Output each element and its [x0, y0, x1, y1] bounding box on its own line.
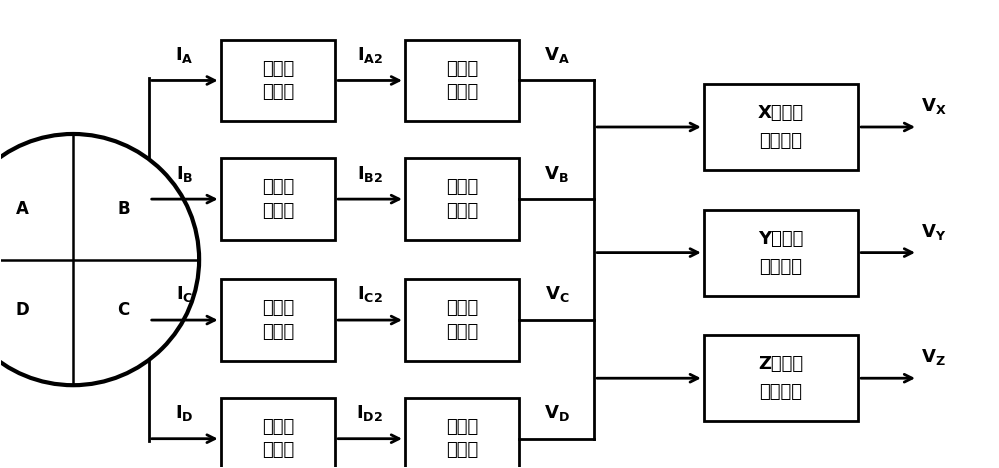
Text: $\mathbf{I_{A}}$: $\mathbf{I_{A}}$ — [176, 45, 194, 65]
Bar — [703, 335, 858, 421]
Text: D: D — [16, 301, 30, 319]
Bar — [221, 398, 335, 468]
Text: 大模块: 大模块 — [446, 202, 479, 220]
Text: $\mathbf{V_{A}}$: $\mathbf{V_{A}}$ — [543, 45, 569, 65]
Text: $\mathbf{I_{C2}}$: $\mathbf{I_{C2}}$ — [357, 285, 383, 305]
Text: 跨阻放: 跨阻放 — [446, 178, 479, 197]
Text: 直模块: 直模块 — [262, 83, 294, 101]
Text: 大模块: 大模块 — [446, 323, 479, 341]
Text: Y轴模拟: Y轴模拟 — [758, 230, 803, 248]
Text: 运算电路: 运算电路 — [759, 132, 802, 150]
Bar — [405, 40, 519, 121]
Text: 运算电路: 运算电路 — [759, 383, 802, 401]
Text: 跨阻放: 跨阻放 — [446, 300, 479, 317]
Text: 电流隔: 电流隔 — [262, 418, 294, 436]
Text: 直模块: 直模块 — [262, 441, 294, 459]
Bar — [703, 84, 858, 170]
Text: $\mathbf{V_{C}}$: $\mathbf{V_{C}}$ — [544, 285, 569, 305]
Text: $\mathbf{I_{A2}}$: $\mathbf{I_{A2}}$ — [357, 45, 384, 65]
Text: 运算电路: 运算电路 — [759, 257, 802, 276]
Bar — [221, 158, 335, 240]
Text: $\mathbf{V_{Y}}$: $\mathbf{V_{Y}}$ — [921, 222, 946, 241]
Text: 大模块: 大模块 — [446, 441, 479, 459]
Text: 电流隔: 电流隔 — [262, 60, 294, 78]
Ellipse shape — [0, 134, 199, 385]
Bar — [405, 158, 519, 240]
Text: $\mathbf{I_{C}}$: $\mathbf{I_{C}}$ — [176, 285, 194, 305]
Text: $\mathbf{I_{B2}}$: $\mathbf{I_{B2}}$ — [357, 163, 383, 183]
Text: $\mathbf{V_{D}}$: $\mathbf{V_{D}}$ — [543, 403, 569, 423]
Text: 电流隔: 电流隔 — [262, 178, 294, 197]
Text: A: A — [16, 200, 29, 219]
Text: 跨阻放: 跨阻放 — [446, 418, 479, 436]
Text: $\mathbf{I_{B}}$: $\mathbf{I_{B}}$ — [176, 163, 194, 183]
Text: B: B — [117, 200, 130, 219]
Text: 大模块: 大模块 — [446, 83, 479, 101]
Text: Z轴模拟: Z轴模拟 — [758, 355, 803, 373]
Text: $\mathbf{I_{D2}}$: $\mathbf{I_{D2}}$ — [357, 403, 384, 423]
Text: $\mathbf{I_{D}}$: $\mathbf{I_{D}}$ — [176, 403, 194, 423]
Text: C: C — [118, 301, 130, 319]
Text: $\mathbf{V_{Z}}$: $\mathbf{V_{Z}}$ — [921, 347, 946, 367]
Bar — [703, 210, 858, 296]
Text: X轴模拟: X轴模拟 — [758, 104, 804, 122]
Text: 直模块: 直模块 — [262, 202, 294, 220]
Text: 直模块: 直模块 — [262, 323, 294, 341]
Text: $\mathbf{V_{B}}$: $\mathbf{V_{B}}$ — [544, 163, 569, 183]
Bar — [221, 279, 335, 361]
Bar — [405, 398, 519, 468]
Text: $\mathbf{V_{X}}$: $\mathbf{V_{X}}$ — [921, 96, 946, 116]
Bar — [405, 279, 519, 361]
Text: 跨阻放: 跨阻放 — [446, 60, 479, 78]
Text: 电流隔: 电流隔 — [262, 300, 294, 317]
Bar — [221, 40, 335, 121]
